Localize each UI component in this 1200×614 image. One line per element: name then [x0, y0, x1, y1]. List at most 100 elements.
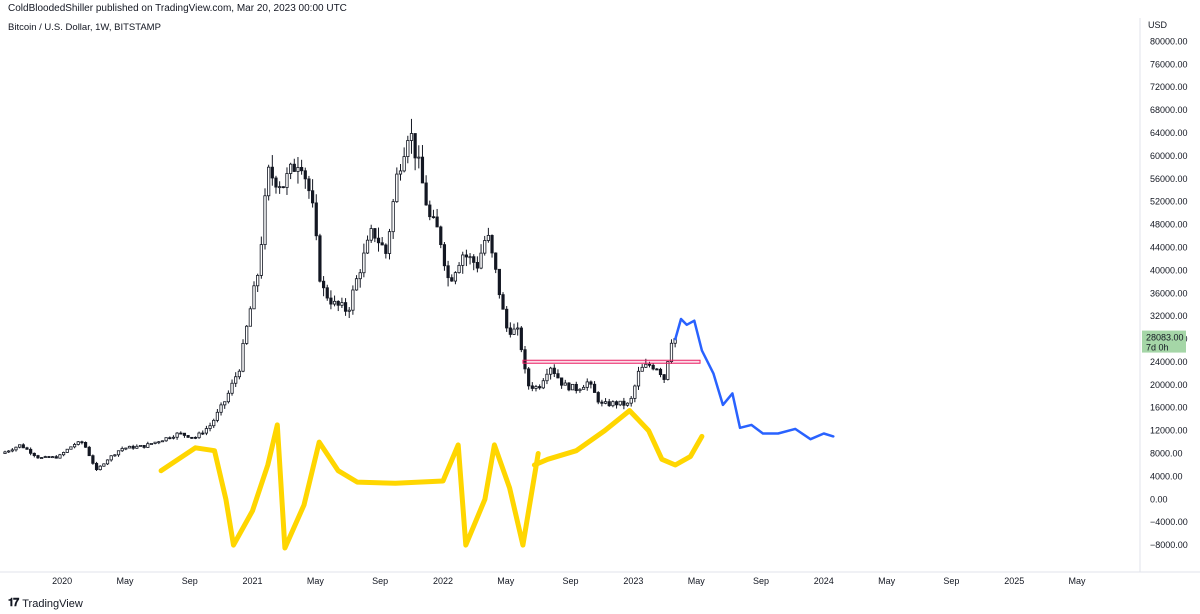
- candle-body: [461, 254, 465, 266]
- candle-body: [666, 361, 670, 380]
- candle-body: [530, 385, 534, 389]
- candle-body: [47, 456, 51, 458]
- candle-body: [105, 459, 110, 465]
- candle-body: [351, 289, 355, 311]
- candle-body: [3, 451, 7, 454]
- candle-body: [655, 368, 659, 371]
- candle-body: [113, 454, 117, 457]
- candle-body: [193, 436, 198, 439]
- candle-body: [501, 294, 505, 310]
- candle-body: [10, 449, 14, 452]
- currency-label: USD: [1148, 20, 1168, 30]
- candle-body: [409, 133, 414, 141]
- last-price-value: 28083.00: [1146, 333, 1184, 343]
- candle-body: [281, 186, 285, 189]
- candle-body: [153, 441, 157, 444]
- candle-body: [563, 382, 567, 386]
- candle-body: [552, 367, 556, 375]
- candle-body: [560, 377, 564, 386]
- candle-body: [589, 381, 593, 385]
- candle-body: [523, 349, 527, 370]
- footer-brand-text: TradingView: [22, 597, 83, 610]
- candle-body: [549, 367, 553, 375]
- candle-body: [259, 244, 263, 276]
- candle-body: [157, 441, 161, 444]
- footer-brand[interactable]: 𝟏𝟕 TradingView: [8, 597, 83, 610]
- candle-body: [358, 272, 362, 280]
- time-tick-label: 2025: [1004, 576, 1024, 586]
- candle-body: [607, 401, 611, 407]
- price-tick-label: 80000.00: [1150, 36, 1188, 46]
- price-tick-label: 76000.00: [1150, 59, 1188, 69]
- time-tick-label: May: [878, 576, 896, 586]
- candlestick-series: [3, 118, 677, 472]
- candle-body: [120, 448, 124, 452]
- candle-body: [614, 401, 619, 406]
- candle-body: [574, 383, 578, 392]
- candle-body: [296, 167, 300, 172]
- candle-body: [387, 231, 392, 254]
- candle-body: [669, 342, 674, 362]
- candle-body: [545, 373, 549, 382]
- candle-body: [508, 327, 512, 335]
- candle-body: [58, 454, 62, 459]
- candle-body: [186, 435, 190, 438]
- candle-body: [651, 364, 655, 370]
- candle-body: [578, 388, 582, 392]
- candle-body: [658, 368, 663, 376]
- candle-body: [241, 343, 245, 372]
- candle-body: [611, 401, 615, 407]
- candle-body: [29, 448, 33, 454]
- candle-body: [226, 392, 230, 403]
- price-tick-label: 24000.00: [1150, 357, 1188, 367]
- price-tick-label: −4000.00: [1150, 517, 1188, 527]
- time-axis: 2020 May Sep 2021 May Sep 2022 May Sep 2023 May Sep…: [0, 571, 1200, 586]
- price-tick-label: 0.00: [1150, 494, 1168, 504]
- candle-body: [567, 382, 571, 391]
- price-tick-label: 20000.00: [1150, 380, 1188, 390]
- candle-body: [237, 370, 241, 378]
- candle-body: [384, 244, 388, 254]
- candle-body: [556, 373, 560, 379]
- time-tick-label: 2021: [243, 576, 263, 586]
- price-tick-label: 36000.00: [1150, 288, 1188, 298]
- published-info: ColdBloodedShiller published on TradingV…: [8, 3, 347, 14]
- candle-body: [201, 432, 205, 435]
- candle-body: [527, 368, 531, 387]
- candle-body: [636, 370, 641, 387]
- candle-body: [398, 170, 403, 175]
- time-tick-label: Sep: [182, 576, 198, 586]
- candle-body: [54, 456, 58, 459]
- candle-body: [69, 446, 73, 450]
- candle-body: [234, 376, 238, 384]
- candle-body: [212, 419, 216, 427]
- candle-body: [138, 445, 143, 447]
- time-tick-label: May: [1069, 576, 1087, 586]
- time-tick-label: Sep: [943, 576, 959, 586]
- candle-body: [135, 445, 139, 449]
- candle-body: [541, 380, 545, 389]
- candle-body: [343, 302, 348, 312]
- candle-body: [278, 186, 282, 189]
- candle-body: [248, 308, 252, 327]
- candle-body: [585, 381, 589, 388]
- candle-body: [662, 374, 666, 380]
- time-tick-label: May: [688, 576, 706, 586]
- price-tick-label: 68000.00: [1150, 105, 1188, 115]
- candle-body: [494, 252, 498, 270]
- price-tick-label: 52000.00: [1150, 197, 1188, 207]
- tv-logo-icon: 𝟏𝟕: [8, 597, 19, 609]
- candle-body: [442, 244, 447, 267]
- candle-body: [354, 278, 359, 291]
- candle-body: [472, 256, 476, 263]
- time-tick-label: May: [497, 576, 515, 586]
- candle-body: [464, 254, 469, 258]
- candle-body: [72, 444, 77, 448]
- price-tick-label: 60000.00: [1150, 151, 1188, 161]
- candle-body: [596, 392, 600, 403]
- candle-body: [204, 428, 209, 434]
- candle-body: [208, 425, 212, 429]
- candle-body: [285, 173, 289, 188]
- candle-body: [303, 170, 307, 180]
